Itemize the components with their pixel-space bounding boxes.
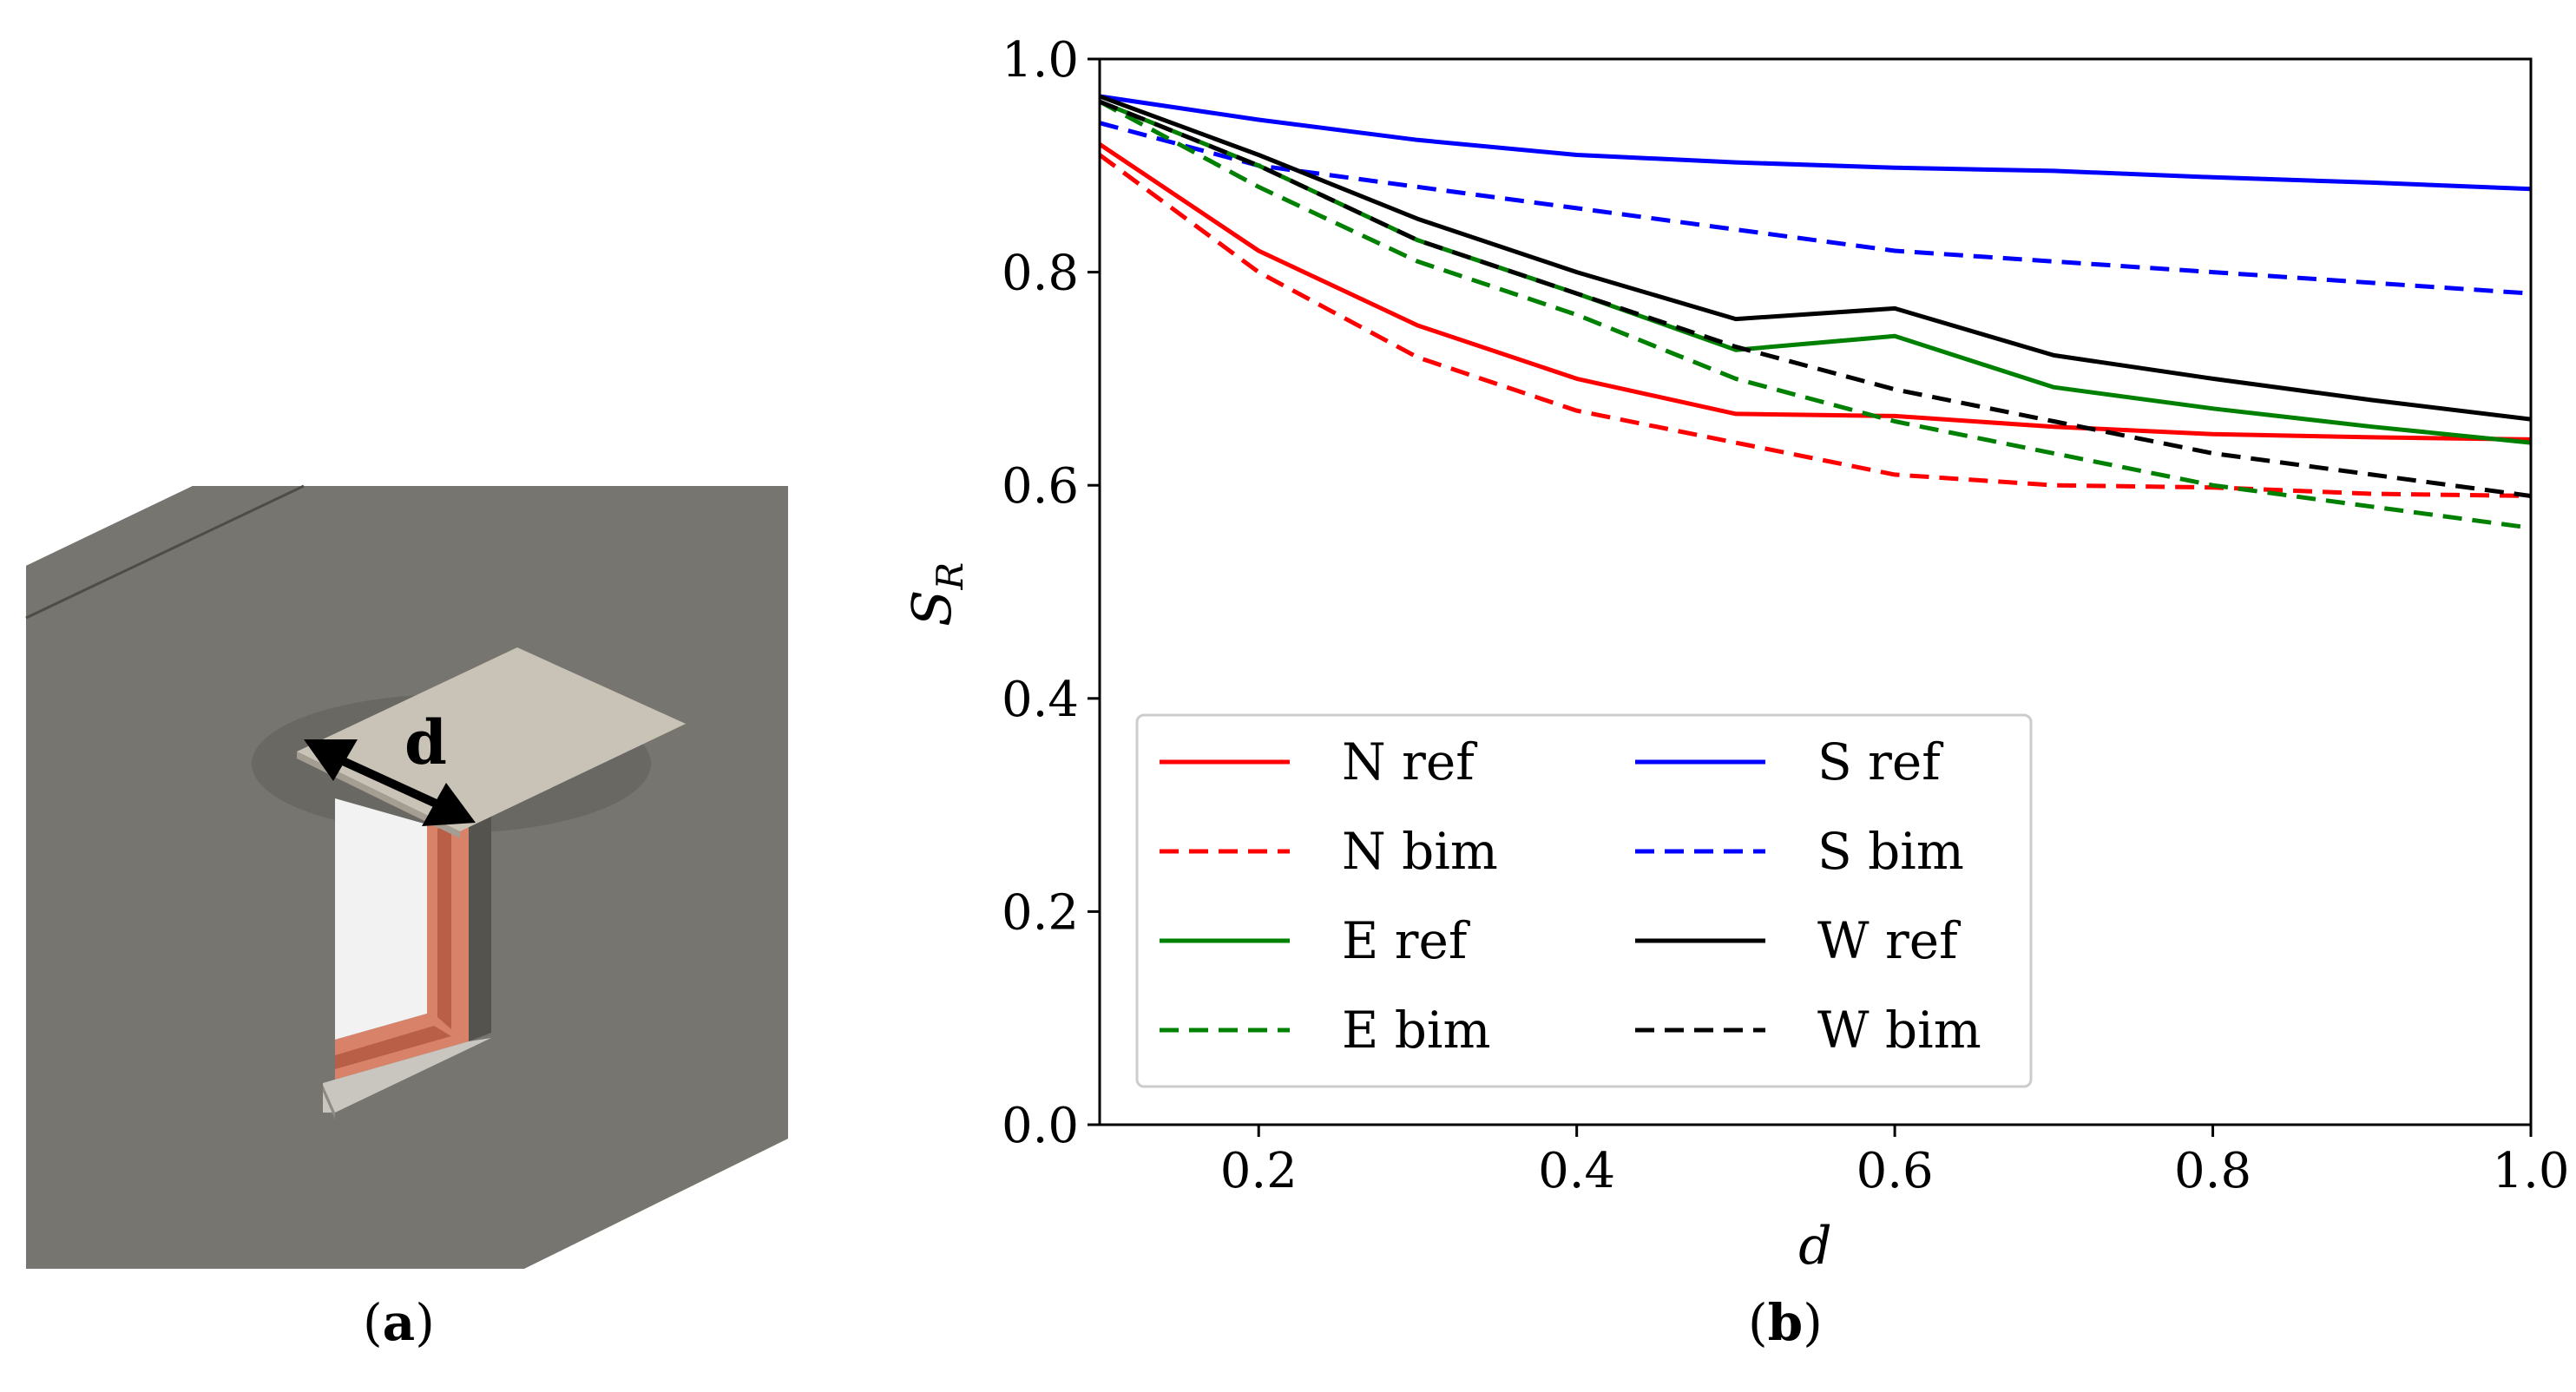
y-tick-label: 0.2	[1002, 884, 1079, 941]
legend-label: S bim	[1817, 822, 1964, 881]
series-layer	[1100, 96, 2531, 528]
x-tick-label: 0.8	[2174, 1143, 2251, 1199]
legend-label: N bim	[1342, 822, 1498, 881]
y-tick-label: 1.0	[1002, 32, 1079, 89]
y-tick-label: 0.8	[1002, 246, 1079, 302]
sr-line-chart: 0.2 0.4 0.6 0.8 1.0 0.0 0.2 0.4 0.6 0.8 1.0 d SR N r…	[0, 0, 2576, 1392]
legend-label: W ref	[1817, 911, 1961, 970]
y-tick-label: 0.0	[1002, 1098, 1079, 1154]
y-axis-label-subscript: R	[929, 562, 971, 591]
legend-label: E bim	[1342, 1001, 1490, 1060]
series-line-s-bim	[1100, 123, 2531, 294]
legend-label: S ref	[1817, 732, 1943, 791]
x-tick-label: 0.4	[1538, 1143, 1615, 1199]
series-line-n-ref	[1100, 144, 2531, 439]
legend-label: W bim	[1817, 1001, 1981, 1060]
axes-layer: 0.2 0.4 0.6 0.8 1.0 0.0 0.2 0.4 0.6 0.8 1.0 d SR	[900, 32, 2570, 1277]
x-tick-label: 0.2	[1220, 1143, 1298, 1199]
x-tick-label: 0.6	[1856, 1143, 1934, 1199]
series-line-w-ref	[1100, 96, 2531, 419]
legend-label: N ref	[1342, 732, 1477, 791]
y-tick-label: 0.6	[1002, 458, 1079, 515]
x-tick-label: 1.0	[2492, 1143, 2569, 1199]
y-tick-label: 0.4	[1002, 672, 1079, 728]
y-axis-label: SR	[900, 562, 971, 627]
y-axis-label-main: S	[900, 590, 963, 627]
legend-label: E ref	[1342, 911, 1470, 970]
series-line-n-bim	[1100, 155, 2531, 496]
figure: d (a) (b) 0.2 0.4 0.6 0.8 1.0 0.0 0.2 0.4 0.6 0.8…	[0, 0, 2576, 1392]
legend: N ref S ref N bim S bim E ref W ref E bim W bim	[1137, 715, 2031, 1087]
x-axis-label: d	[1798, 1216, 1831, 1277]
